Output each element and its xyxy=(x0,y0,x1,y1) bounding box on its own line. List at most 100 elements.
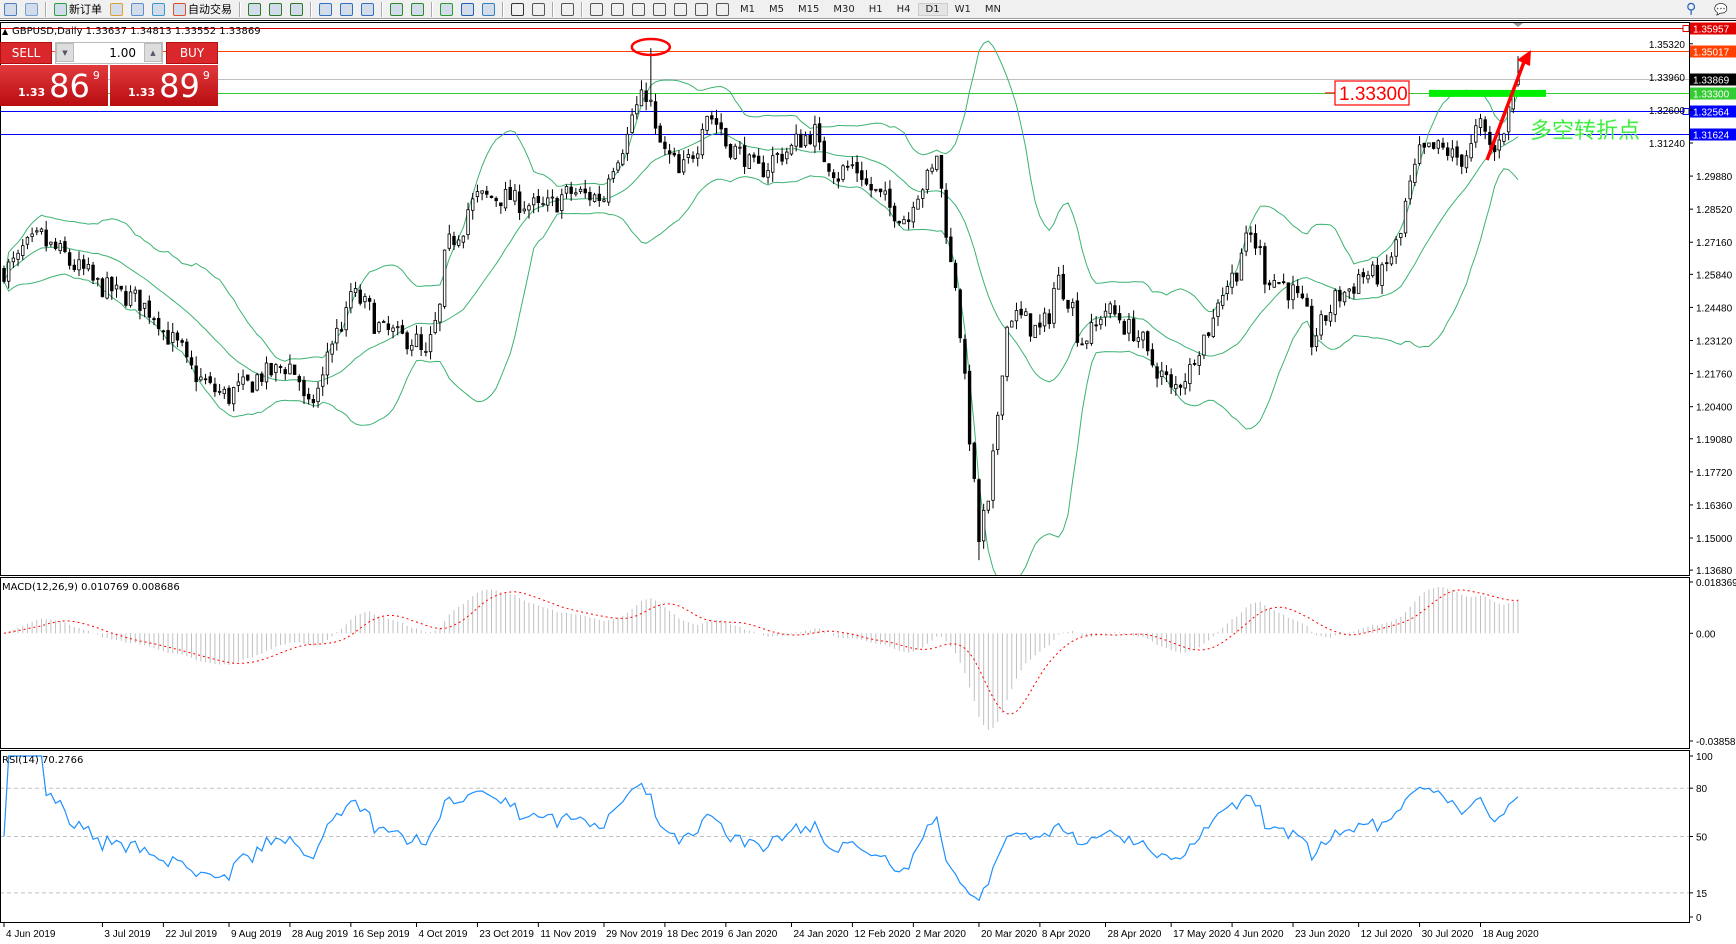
peak-circle-annotation[interactable] xyxy=(630,37,672,57)
timeframe-d1[interactable]: D1 xyxy=(917,2,948,16)
candle-body xyxy=(653,101,658,129)
candle-body xyxy=(892,205,897,222)
candle-body xyxy=(96,277,100,280)
candle-body xyxy=(747,154,751,169)
trend-arrow-shaft[interactable] xyxy=(1485,61,1526,161)
candle-body xyxy=(1033,324,1037,339)
crosshair-button[interactable] xyxy=(528,1,549,17)
candle-body xyxy=(921,189,925,199)
timeframe-m1[interactable]: M1 xyxy=(740,3,755,15)
sell-price-button[interactable]: 1.33 86 9 xyxy=(0,65,108,106)
timeframe-h1[interactable]: H1 xyxy=(868,3,883,15)
candle-body xyxy=(738,146,742,149)
candle-body xyxy=(438,303,442,323)
templates-button[interactable] xyxy=(478,1,499,17)
buy-button[interactable]: BUY xyxy=(166,42,218,64)
date-axis-label: 18 Aug 2020 xyxy=(1483,929,1540,940)
buy-price-button[interactable]: 1.33 89 9 xyxy=(110,65,218,106)
candle-body xyxy=(128,291,133,306)
periods-button[interactable] xyxy=(457,1,478,17)
search-icon[interactable]: ⚲ xyxy=(1686,1,1697,17)
horizontal-line-button[interactable] xyxy=(586,1,607,17)
chart-collapse-triangle-icon[interactable]: ▲ xyxy=(2,27,9,36)
timeframe-m15[interactable]: M15 xyxy=(798,3,820,15)
text-label-button[interactable] xyxy=(691,1,712,17)
candle-body xyxy=(916,198,920,210)
candle-body xyxy=(189,357,194,366)
chat-icon[interactable]: 💬 xyxy=(1714,2,1728,16)
new-chart-button[interactable] xyxy=(0,1,21,17)
new-order-button[interactable]: 新订单 xyxy=(50,1,106,17)
line-chart-button[interactable] xyxy=(286,1,307,17)
text-button[interactable] xyxy=(670,1,691,17)
candlestick-button[interactable] xyxy=(265,1,286,17)
candle-body xyxy=(911,206,916,223)
candle-body xyxy=(1014,310,1019,322)
signals-button[interactable] xyxy=(148,1,169,17)
timeframe-m5[interactable]: M5 xyxy=(769,3,784,15)
chart-shift-button[interactable] xyxy=(407,1,428,17)
candle-body xyxy=(185,341,189,358)
candle-body xyxy=(339,329,344,332)
candle-body xyxy=(677,154,681,174)
date-axis-label: 23 Oct 2019 xyxy=(479,929,534,940)
candle-body xyxy=(461,235,466,243)
bollinger-upper-band xyxy=(3,40,1519,362)
date-axis-label: 22 Jul 2019 xyxy=(165,929,217,940)
candle-body xyxy=(72,264,76,271)
candle-body xyxy=(1328,312,1333,322)
candle-body xyxy=(1431,142,1436,149)
fibonacci-button[interactable] xyxy=(628,1,649,17)
lot-size-input[interactable]: 1.00 xyxy=(55,42,163,64)
candle-body xyxy=(424,350,428,353)
timeframe-w1[interactable]: W1 xyxy=(954,3,971,15)
tile-windows-button[interactable] xyxy=(357,1,378,17)
lot-decrease-button[interactable]: ▼ xyxy=(56,43,74,62)
bar-chart-button[interactable] xyxy=(244,1,265,17)
candle-body xyxy=(949,236,953,263)
candle-body xyxy=(11,257,16,263)
candle-body xyxy=(367,298,372,302)
trendline-button[interactable] xyxy=(607,1,628,17)
metaeditor-button[interactable] xyxy=(106,1,127,17)
zoom-button[interactable] xyxy=(21,1,42,17)
new-order-icon xyxy=(54,2,67,16)
candle-body xyxy=(621,153,625,165)
chart-shift-marker-icon[interactable] xyxy=(1513,23,1523,27)
autoscroll-button[interactable] xyxy=(386,1,407,17)
sell-button[interactable]: SELL xyxy=(0,42,52,64)
date-axis-label: 8 Apr 2020 xyxy=(1042,929,1091,940)
timeframe-mn[interactable]: MN xyxy=(984,3,1001,15)
candle-body xyxy=(541,203,545,205)
timeframe-h4[interactable]: H4 xyxy=(896,3,911,15)
auto-trading-icon xyxy=(173,2,186,16)
candle-body xyxy=(1056,274,1061,290)
candle-body xyxy=(278,366,283,368)
zoom-out-button[interactable] xyxy=(336,1,357,17)
zoom-in-button[interactable] xyxy=(315,1,336,17)
vertical-line-button[interactable] xyxy=(557,1,578,17)
candle-body xyxy=(630,114,634,133)
candle-body xyxy=(194,365,198,383)
arrows-button[interactable] xyxy=(712,1,733,17)
level-label-box[interactable] xyxy=(1334,80,1410,106)
chart-header: GBPUSD,Daily 1.33637 1.34813 1.33552 1.3… xyxy=(12,26,261,37)
indicators-button[interactable] xyxy=(436,1,457,17)
timeframe-m30[interactable]: M30 xyxy=(833,3,855,15)
candle-body xyxy=(330,343,334,355)
price-axis-label: 1.31240 xyxy=(1649,139,1686,150)
lot-increase-button[interactable]: ▲ xyxy=(144,43,162,62)
candle-body xyxy=(353,288,358,294)
cursor-button[interactable] xyxy=(507,1,528,17)
candle-body xyxy=(1094,324,1098,327)
candle-body xyxy=(1080,343,1084,346)
auto-trading-button[interactable]: 自动交易 xyxy=(169,1,236,17)
equidistant-channel-button[interactable] xyxy=(649,1,670,17)
level-handle[interactable] xyxy=(1682,25,1690,32)
price-tag xyxy=(1690,128,1736,141)
market-watch-button[interactable] xyxy=(127,1,148,17)
candle-body xyxy=(1488,131,1492,145)
buy-price-fraction: 9 xyxy=(202,69,210,82)
pivot-zone-bar[interactable] xyxy=(1429,89,1546,97)
